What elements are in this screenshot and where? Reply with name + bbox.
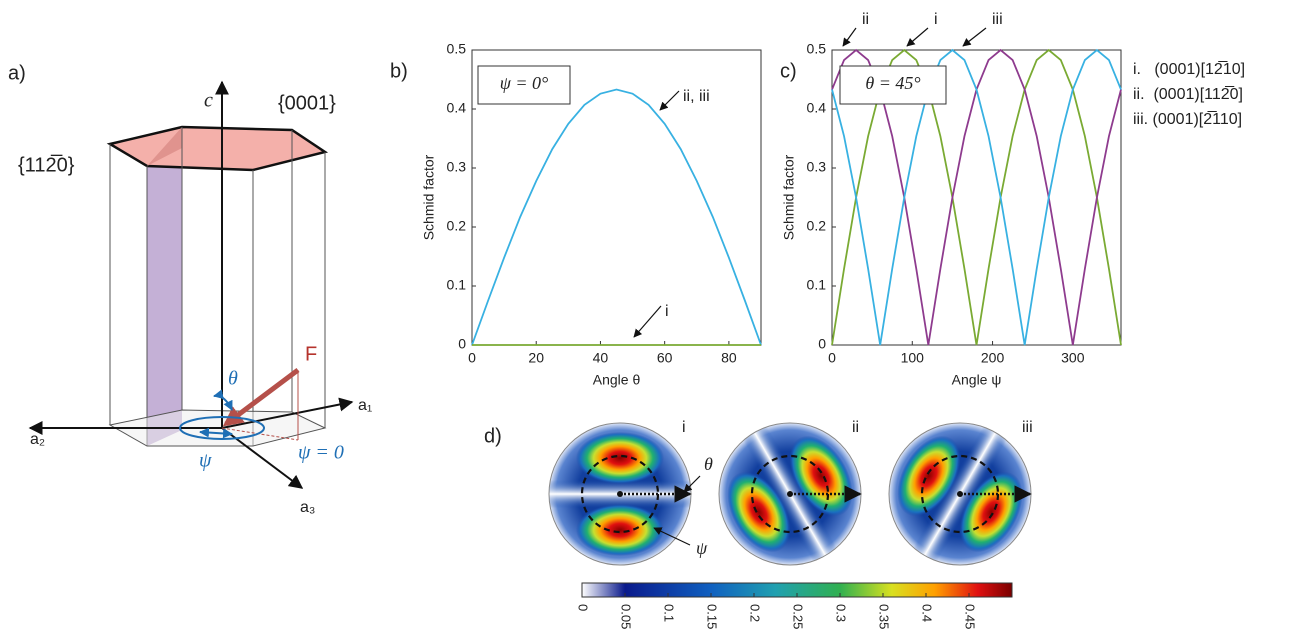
panel-label: a) [8, 62, 26, 84]
colorbar-tick-label: 0.4 [920, 604, 935, 622]
x-tick-label: 0 [468, 350, 476, 366]
legend-entry: i. (0001)[12̅10] [1133, 60, 1245, 78]
legend-entry: ii. (0001)[112̅0] [1133, 85, 1243, 103]
panel-title: ii [852, 419, 859, 436]
annotation-arrow [653, 527, 691, 546]
map-lobe [576, 432, 664, 484]
y-tick-label: 0.5 [447, 41, 467, 57]
x-tick-label: 100 [901, 350, 925, 366]
plot-frame [471, 49, 762, 346]
center-dot [787, 491, 793, 497]
parameter-box [839, 65, 947, 105]
map-lobe [897, 435, 961, 517]
axis-label: a₃ [300, 499, 315, 516]
annotation-arrow [962, 27, 987, 47]
colorbar-tick-label: 0.1 [662, 604, 677, 622]
map-lobe [959, 471, 1023, 553]
y-axis-label: Schmid factor [781, 154, 797, 240]
y-tick-label: 0.1 [807, 277, 827, 293]
colorbar-tick-label: 0 [576, 604, 591, 611]
plane-label: {0001} [278, 92, 336, 114]
panel-label: d) [484, 425, 502, 447]
force-diagram [179, 368, 300, 441]
center-dot [957, 491, 963, 497]
colorbar-tick-label: 0.05 [619, 604, 634, 629]
colorbar-tick-label: 0.15 [705, 604, 720, 629]
x-axis-label: Angle θ [593, 372, 641, 388]
colorbar-tick-label: 0.45 [963, 604, 978, 629]
x-tick-label: 40 [593, 350, 609, 366]
y-tick-label: 0.2 [807, 218, 827, 234]
map-lobe [576, 504, 664, 556]
parameter-text: θ = 45° [865, 73, 920, 93]
colorbar-tick-label: 0.2 [748, 604, 763, 622]
y-tick-label: 0.4 [447, 100, 467, 116]
parameter-box [477, 65, 571, 105]
plane-label: {112̅0} [18, 153, 75, 176]
map-lobe [789, 435, 853, 517]
axis-label: a₂ [30, 431, 45, 448]
colorbar-tick-label: 0.25 [791, 604, 806, 629]
series-line [831, 48, 1122, 346]
y-tick-label: 0.5 [807, 41, 827, 57]
angle-label: ψ = 0 [298, 442, 344, 464]
x-axis-label: Angle ψ [952, 372, 1002, 388]
y-tick-label: 0.2 [447, 218, 467, 234]
panel-title: iii [1022, 419, 1033, 436]
map-lobe [727, 471, 791, 553]
y-axis-label: Schmid factor [421, 154, 437, 240]
axis-label: c [204, 90, 213, 112]
series-label: i [665, 303, 669, 320]
annotation: i [934, 11, 938, 28]
y-tick-label: 0.3 [807, 159, 827, 175]
axis-label: a₁ [358, 397, 372, 414]
x-tick-label: 80 [721, 350, 737, 366]
annotation-arrow [906, 27, 929, 47]
y-tick-label: 0 [818, 336, 826, 352]
annotation: θ [704, 454, 713, 474]
panel-label: c) [780, 60, 797, 82]
y-tick-label: 0.1 [447, 277, 467, 293]
y-tick-label: 0.3 [447, 159, 467, 175]
angle-label: θ [228, 368, 238, 390]
center-dot [617, 491, 623, 497]
annotation: ψ [696, 538, 708, 558]
x-tick-label: 20 [528, 350, 544, 366]
colorbar-tick-label: 0.3 [834, 604, 849, 622]
x-tick-label: 0 [828, 350, 836, 366]
y-tick-label: 0.4 [807, 100, 827, 116]
angle-label: ψ [199, 450, 212, 472]
x-tick-label: 300 [1061, 350, 1085, 366]
annotation: ii [862, 11, 869, 28]
annotation-arrow [633, 305, 662, 338]
x-tick-label: 200 [981, 350, 1005, 366]
hex-prism [106, 125, 329, 447]
panel-a-text: a) c {0001} {112̅0} F θ ψ ψ = 0 a₁ a₂ a₃ [8, 62, 372, 516]
force-label: F [305, 343, 317, 365]
series-label: ii, iii [683, 88, 710, 105]
annotation: iii [992, 11, 1003, 28]
y-tick-label: 0 [458, 336, 466, 352]
panel-title: i [682, 419, 686, 436]
series-line [471, 88, 762, 346]
parameter-text: ψ = 0° [500, 73, 549, 93]
annotation-arrow [683, 475, 701, 493]
annotation-arrow [842, 27, 857, 47]
legend-entry: iii. (0001)[2̅110] [1133, 110, 1242, 128]
annotation-arrow [659, 90, 680, 111]
x-tick-label: 60 [657, 350, 673, 366]
colorbar-tick-label: 0.35 [877, 604, 892, 629]
panel-label: b) [390, 60, 408, 82]
